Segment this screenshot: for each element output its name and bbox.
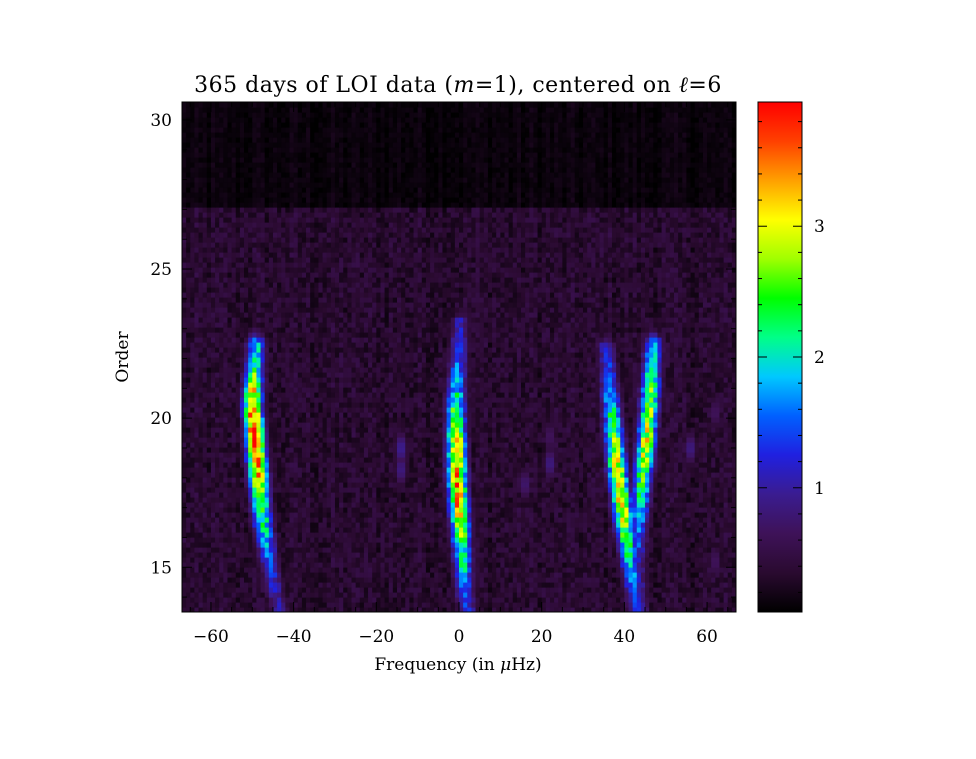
x-tick-label: −40 [276,627,312,647]
x-tick-label: −20 [358,627,394,647]
x-tick-label: 0 [454,627,465,647]
colorbar-tick-label: 3 [814,217,825,237]
colorbar-tick-label: 2 [814,348,825,368]
y-axis-label: Order [113,331,133,383]
heatmap-image [182,102,737,613]
y-tick-label: 20 [150,409,172,429]
y-tick-label: 25 [150,260,172,280]
chart-title: 365 days of LOI data (m=1), centered on … [194,73,722,98]
x-tick-label: 40 [614,627,636,647]
x-tick-label: 20 [531,627,553,647]
x-tick-label: 60 [696,627,718,647]
colorbar-tick-label: 1 [814,479,825,499]
y-tick-label: 15 [150,558,172,578]
x-axis-label: Frequency (in μHz) [374,655,541,675]
x-tick-label: −60 [193,627,229,647]
y-tick-label: 30 [150,111,172,131]
